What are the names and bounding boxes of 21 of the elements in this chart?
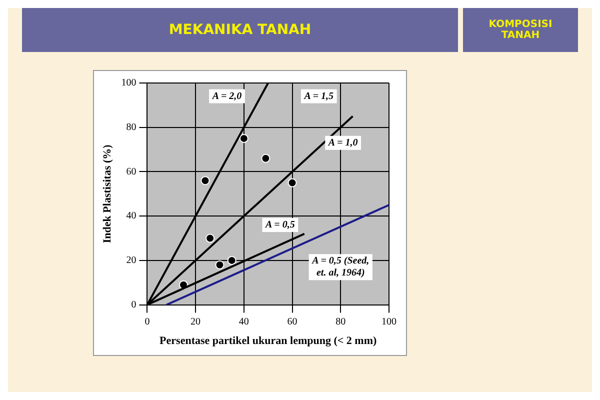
x-axis-title: Persentase partikel ukuran lempung (< 2 mm) [160, 335, 377, 348]
y-tick-label: 40 [126, 210, 136, 222]
x-tick-label: 40 [238, 316, 249, 328]
x-tick-label: 20 [190, 316, 201, 328]
x-tick-label: 80 [336, 316, 346, 328]
y-axis-title: Indek Plastisitas (%) [101, 144, 114, 244]
annotation: A = 0,5 (Seed, et. al, 1964) [311, 256, 370, 279]
x-tick-label: 0 [144, 316, 150, 328]
y-tick-label: 60 [126, 166, 136, 178]
annotation: A = 1,0 [327, 137, 358, 148]
annotation: A = 0,5 [264, 220, 295, 231]
y-tick-label: 100 [121, 78, 136, 89]
chart-title: MEKANIKA TANAH [168, 22, 312, 38]
y-tick-label: 20 [126, 255, 136, 266]
text: KOMPOSISI TANAH [488, 19, 554, 41]
x-tick-label: 100 [382, 316, 396, 328]
y-tick-label: 80 [126, 122, 136, 133]
x-tick-label: 60 [287, 316, 298, 328]
annotation: A = 2,0 [211, 90, 242, 102]
annotation: A = 1,5 [303, 90, 334, 102]
y-tick-label: 0 [131, 299, 136, 310]
